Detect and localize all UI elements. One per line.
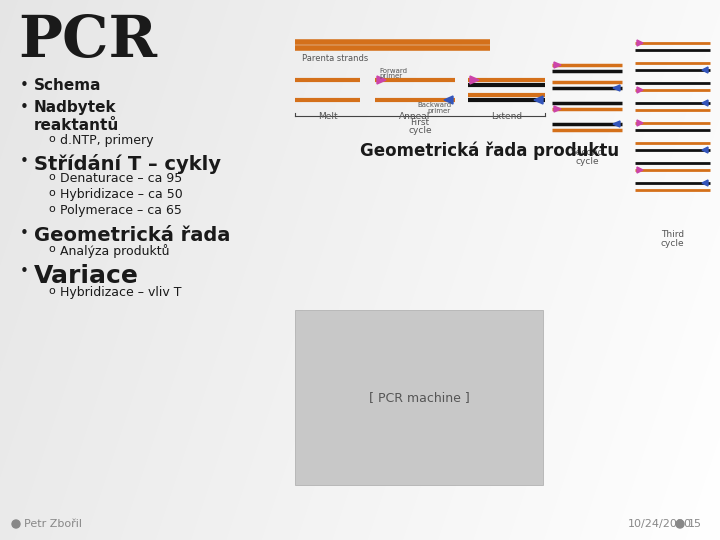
Text: Forward: Forward [379,68,407,74]
Text: Third: Third [661,230,684,239]
Polygon shape [702,180,708,186]
Text: Petr Zbořil: Petr Zbořil [24,519,82,529]
Text: •: • [20,154,29,169]
Text: Second: Second [570,148,603,157]
Text: cycle: cycle [408,126,432,135]
Polygon shape [534,96,543,104]
Text: cycle: cycle [661,239,684,248]
Text: o: o [48,172,55,182]
Text: Hybridizace – vliv T: Hybridizace – vliv T [60,286,181,299]
Text: Lxtend: Lxtend [491,112,522,121]
Text: o: o [48,244,55,254]
Text: Parenta strands: Parenta strands [302,54,368,63]
Polygon shape [613,85,620,91]
Polygon shape [637,87,643,93]
Text: o: o [48,286,55,296]
FancyBboxPatch shape [295,310,543,485]
Text: •: • [20,78,29,93]
Text: d.NTP, primery: d.NTP, primery [60,134,153,147]
Text: primer: primer [379,73,402,79]
Polygon shape [702,100,708,106]
Text: Schema: Schema [34,78,102,93]
Polygon shape [637,167,643,173]
Text: cycle: cycle [575,157,599,166]
Polygon shape [377,76,386,84]
Text: Melt: Melt [318,112,337,121]
Text: Polymerace – ca 65: Polymerace – ca 65 [60,204,182,217]
Text: Anneal: Anneal [400,112,431,121]
Text: primer: primer [428,108,451,114]
Text: Geometrická řada produktu: Geometrická řada produktu [360,141,619,159]
Text: •: • [20,226,29,241]
Polygon shape [470,76,479,84]
Polygon shape [444,96,453,104]
Polygon shape [554,62,561,68]
Text: Hybridizace – ca 50: Hybridizace – ca 50 [60,188,183,201]
Text: PCR: PCR [18,13,157,69]
Polygon shape [702,67,708,73]
Text: Backward: Backward [417,102,451,108]
Text: Střídání T – cykly: Střídání T – cykly [34,154,221,174]
Text: Variace: Variace [34,264,139,288]
Text: o: o [48,204,55,214]
Text: o: o [48,188,55,198]
Text: [ PCR machine ]: [ PCR machine ] [369,392,469,404]
Text: •: • [20,100,29,115]
Polygon shape [637,120,643,126]
Text: Denaturace – ca 95: Denaturace – ca 95 [60,172,182,185]
Text: First: First [410,118,430,127]
Circle shape [12,520,20,528]
Text: 15: 15 [688,519,702,529]
Text: Nadbytek: Nadbytek [34,100,117,115]
Text: o: o [48,134,55,144]
Text: 10/24/2020: 10/24/2020 [628,519,692,529]
Text: Analýza produktů: Analýza produktů [60,244,169,258]
Circle shape [676,520,684,528]
Polygon shape [637,40,643,46]
Polygon shape [613,121,620,127]
Text: Geometrická řada: Geometrická řada [34,226,230,245]
Text: •: • [20,264,29,279]
Polygon shape [554,106,561,112]
Text: reaktantů: reaktantů [34,118,120,133]
Polygon shape [702,147,708,153]
